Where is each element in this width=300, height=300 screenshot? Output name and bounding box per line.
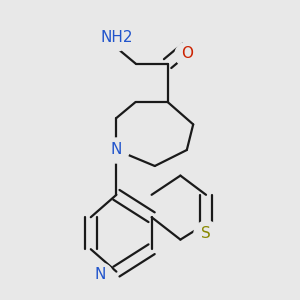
Text: O: O — [181, 46, 193, 62]
Text: S: S — [201, 226, 211, 241]
Text: N: N — [111, 142, 122, 158]
Text: N: N — [95, 267, 106, 282]
Text: NH2: NH2 — [100, 31, 133, 46]
